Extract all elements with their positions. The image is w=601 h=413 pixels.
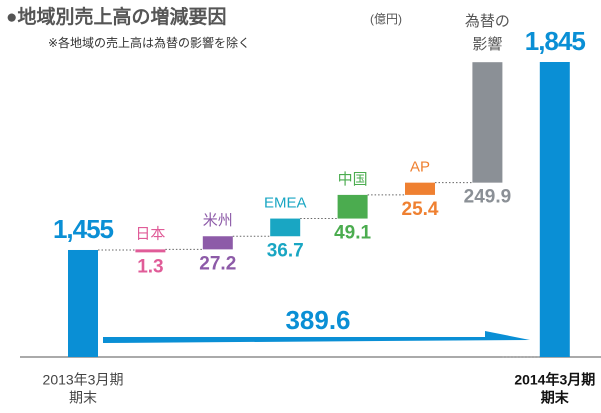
bar (539, 62, 570, 357)
chart-subtitle: ※各地域の売上高は為替の影響を除く (48, 35, 250, 50)
value-label: 249.9 (464, 187, 512, 208)
category-label: 為替の (465, 13, 510, 30)
change-arrow (103, 331, 530, 343)
bar (270, 218, 301, 237)
bar (405, 182, 435, 195)
value-label: 1,845 (525, 26, 586, 56)
category-label: EMEA (264, 195, 307, 212)
value-label: 1.3 (137, 256, 163, 277)
category-label: 影響 (472, 35, 502, 53)
x-tick-label: 2014年3月期 (514, 372, 595, 388)
value-label: 25.4 (402, 199, 439, 220)
bar (68, 249, 98, 357)
category-label: AP (410, 159, 430, 176)
bar (337, 194, 368, 219)
chart-title: ●地域別売上高の増減要因 (6, 5, 226, 28)
value-label: 36.7 (267, 240, 304, 261)
category-label: 中国 (338, 171, 368, 188)
value-label: 27.2 (199, 253, 236, 274)
change-label: 389.6 (285, 305, 350, 335)
x-tick-label: 期末 (541, 390, 570, 406)
category-label: 日本 (135, 225, 165, 242)
bar (135, 249, 166, 253)
unit-label: (億円) (370, 12, 402, 26)
bar (472, 62, 503, 183)
x-tick-label: 期末 (69, 390, 97, 406)
bar (202, 236, 233, 250)
value-label: 1,455 (53, 214, 114, 244)
x-tick-label: 2013年3月期 (43, 372, 124, 388)
category-label: 米州 (203, 212, 233, 229)
value-label: 49.1 (334, 223, 371, 244)
